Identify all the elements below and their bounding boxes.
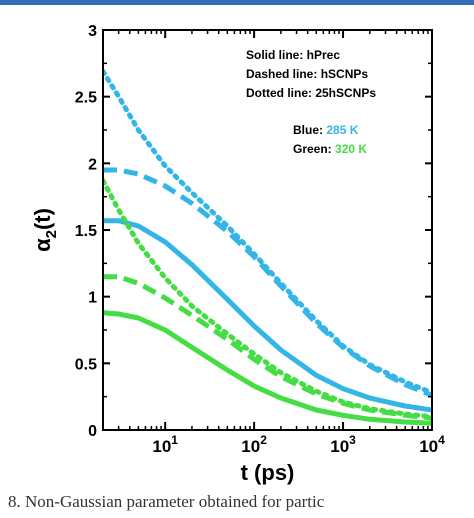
legend-line-style-2: Dotted line: 25hSCNPs: [246, 86, 376, 100]
series-line-5: [103, 178, 432, 420]
legend-color-1: Green: 320 K: [293, 142, 367, 156]
series-line-2: [103, 68, 432, 396]
x-tick-label-0: 101: [152, 433, 178, 456]
y-tick-label-4: 2: [88, 156, 97, 173]
x-tick-label-1: 102: [241, 433, 267, 456]
y-tick-label-2: 1: [88, 290, 97, 307]
y-tick-label-0: 0: [88, 423, 97, 440]
series-line-3: [103, 310, 432, 426]
y-tick-label-5: 2.5: [75, 90, 97, 107]
x-tick-label-2: 103: [330, 433, 356, 456]
legend-color-0: Blue: 285 K: [293, 123, 359, 137]
x-tick-label-3: 104: [419, 433, 445, 456]
x-axis-label: t (ps): [241, 460, 295, 485]
y-tick-label-3: 1.5: [75, 223, 97, 240]
y-tick-label-6: 3: [88, 23, 97, 40]
top-accent-bar: [0, 0, 474, 5]
y-axis-label: α2(t): [30, 208, 60, 252]
legend-line-style-0: Solid line: hPrec: [246, 48, 340, 62]
figure-caption: 8. Non-Gaussian parameter obtained for p…: [8, 492, 325, 511]
y-tick-label-1: 0.5: [75, 356, 97, 373]
legend-line-style-1: Dashed line: hSCNPs: [246, 67, 368, 81]
series-line-4: [103, 274, 432, 421]
series-line-0: [103, 218, 432, 413]
